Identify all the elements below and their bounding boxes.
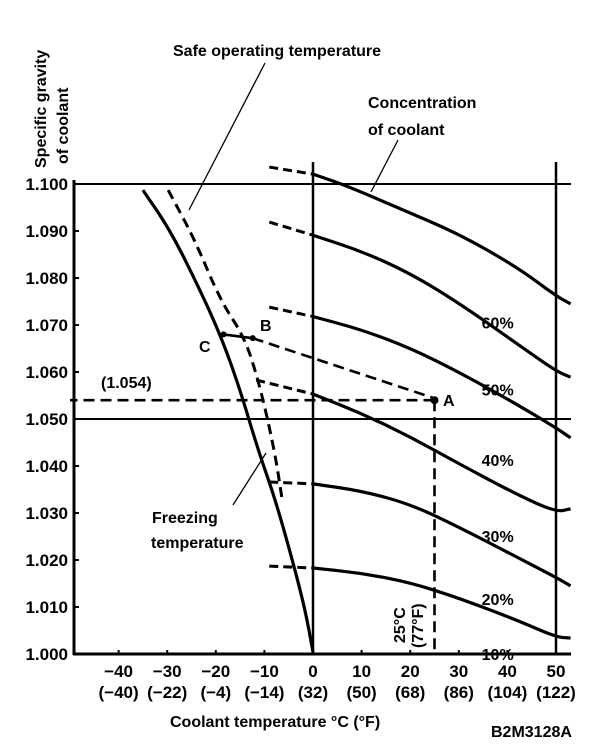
x-axis-title: Coolant temperature °C (°F)	[170, 714, 380, 731]
leader-lines	[188, 62, 399, 506]
x-value-annotation-f: (77°F)	[410, 603, 427, 648]
concentration-label: 50%	[482, 382, 514, 399]
concentration-label-line1: Concentration	[368, 95, 476, 112]
x-tick-label: 10	[352, 662, 371, 681]
construction-line-b-a	[252, 336, 435, 400]
point-c-label: C	[199, 339, 211, 356]
y-value-annotation: (1.054)	[101, 375, 152, 392]
curve-safe-operating-temperature	[166, 189, 284, 499]
x-tick-sublabel: (68)	[395, 683, 425, 702]
concentration-label: 30%	[482, 529, 514, 546]
freezing-label-line1: Freezing	[152, 510, 218, 527]
x-tick-sublabel: (−14)	[244, 683, 284, 702]
point-a-marker	[430, 396, 439, 405]
x-tick-label: −30	[153, 662, 182, 681]
x-tick-label: 30	[449, 662, 468, 681]
x-tick-sublabel: (−22)	[147, 683, 187, 702]
point-a-label: A	[443, 393, 455, 410]
curve-20-dashed	[269, 480, 314, 486]
x-tick-label: −40	[104, 662, 133, 681]
curve-40	[312, 314, 572, 440]
point-b-marker	[249, 335, 256, 342]
curve-50-dashed	[268, 220, 314, 237]
concentration-label-line2: of coolant	[368, 122, 445, 139]
x-value-annotation-c: 25°C	[392, 607, 409, 643]
safe-operating-leader	[188, 62, 266, 211]
point-c-marker	[220, 331, 227, 338]
y-tick-label: 1.090	[25, 222, 68, 241]
x-tick-sublabel: (50)	[346, 683, 376, 702]
curve-60-dashed	[269, 165, 314, 176]
y-axis-title-line1: Specific gravity	[33, 50, 50, 168]
x-tick-label: 40	[498, 662, 517, 681]
labels: Specific gravity of coolant Safe operati…	[33, 43, 572, 741]
y-tick-label: 1.100	[25, 175, 68, 194]
curve-40-dashed	[268, 305, 314, 319]
x-tick-sublabel: (−4)	[200, 683, 231, 702]
curve-10	[312, 566, 571, 640]
curves: 60% 50% 40% 30% 20% 10%	[141, 165, 572, 664]
concentration-label: 10%	[482, 647, 514, 664]
curve-20	[312, 482, 572, 588]
y-tick-label: 1.050	[25, 410, 68, 429]
concentration-label: 60%	[482, 316, 514, 333]
x-tick-sublabel: (86)	[444, 683, 474, 702]
y-tick-label: 1.030	[25, 504, 68, 523]
curve-freezing-temperature	[141, 189, 315, 653]
y-tick-label: 1.020	[25, 551, 68, 570]
axes: 1.100 1.090 1.080 1.070 1.060 1.050 1.040 1.030…	[25, 175, 575, 702]
safe-operating-label: Safe operating temperature	[173, 43, 381, 60]
x-tick-label: −10	[250, 662, 279, 681]
curve-30	[312, 392, 571, 513]
y-axis-title-line2: of coolant	[55, 87, 72, 164]
y-tick-label: 1.010	[25, 598, 68, 617]
x-tick-sublabel: (32)	[298, 683, 328, 702]
x-tick-label: −20	[201, 662, 230, 681]
y-tick-label: 1.080	[25, 269, 68, 288]
reference-lines	[74, 162, 571, 654]
y-tick-label: 1.000	[25, 645, 68, 664]
curve-50	[312, 233, 572, 379]
x-tick-sublabel: (−40)	[99, 683, 139, 702]
construction-lines	[70, 331, 439, 654]
concentration-label: 40%	[482, 453, 514, 470]
x-tick-sublabel: (122)	[536, 683, 576, 702]
point-b-label: B	[260, 318, 272, 335]
x-tick-label: 0	[308, 662, 317, 681]
x-tick-label: 20	[401, 662, 420, 681]
figure-code: B2M3128A	[491, 724, 572, 741]
y-tick-label: 1.070	[25, 316, 68, 335]
freezing-label-line2: temperature	[151, 535, 244, 552]
curve-10-dashed	[269, 564, 314, 570]
freezing-leader	[232, 452, 267, 506]
x-tick-sublabel: (104)	[488, 683, 528, 702]
concentration-label: 20%	[482, 592, 514, 609]
y-tick-label: 1.060	[25, 363, 68, 382]
y-tick-label: 1.040	[25, 457, 68, 476]
curve-30-dashed	[255, 378, 314, 396]
curve-60	[312, 172, 572, 306]
construction-line-c-b	[223, 333, 253, 340]
x-tick-label: 50	[547, 662, 566, 681]
concentration-leader	[370, 139, 399, 193]
